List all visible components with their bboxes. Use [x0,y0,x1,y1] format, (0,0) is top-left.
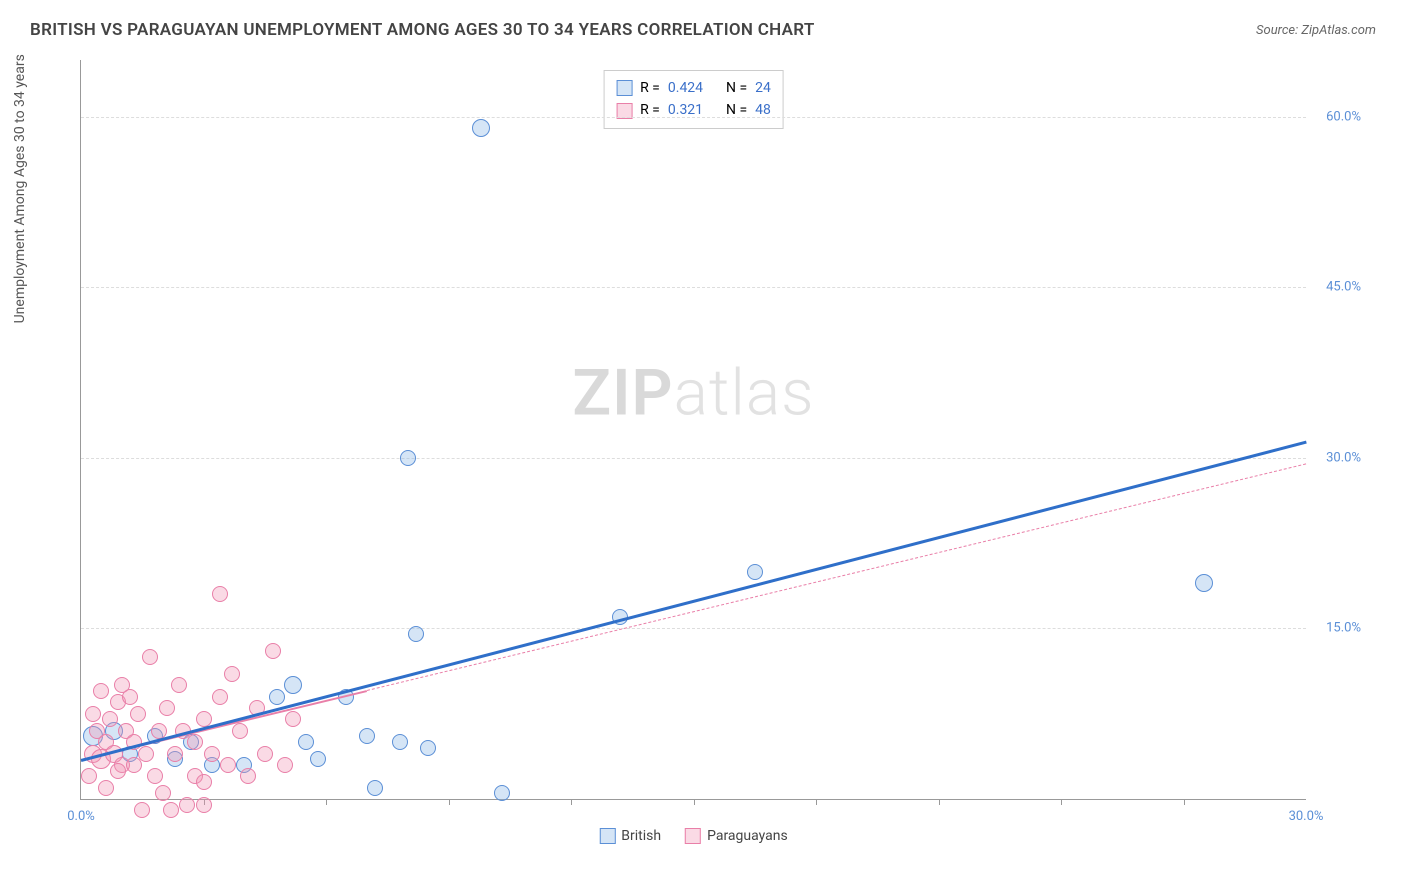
n-value-paraguayans: 48 [755,99,771,121]
data-point [408,626,424,642]
chart-area: Unemployment Among Ages 30 to 34 years Z… [30,50,1376,850]
y-tick-label: 60.0% [1326,109,1361,124]
gridline [81,287,1306,288]
x-tick-label: 30.0% [1289,809,1324,824]
data-point [159,700,175,716]
chart-title: BRITISH VS PARAGUAYAN UNEMPLOYMENT AMONG… [30,20,815,40]
data-point [155,785,171,801]
data-point [93,683,109,699]
legend-item-paraguayans: Paraguayans [685,828,788,844]
series-legend: British Paraguayans [599,828,787,844]
data-point [196,797,212,813]
data-point [359,728,375,744]
trendline [81,441,1307,762]
x-tick [571,799,572,805]
correlation-legend: R = 0.424 N = 24 R = 0.321 N = 48 [603,70,784,129]
data-point [392,734,408,750]
data-point [81,768,97,784]
data-point [114,677,130,693]
data-point [187,734,203,750]
data-point [134,802,150,818]
gridline [81,458,1306,459]
legend-item-british: British [599,828,661,844]
data-point [257,746,273,762]
data-point [420,740,436,756]
data-point [196,774,212,790]
x-tick [1061,799,1062,805]
r-value-paraguayans: 0.321 [668,99,703,121]
data-point [224,666,240,682]
data-point [285,711,301,727]
n-value-british: 24 [755,77,771,99]
data-point [110,763,126,779]
y-tick-label: 45.0% [1326,280,1361,295]
data-point [232,723,248,739]
data-point [126,757,142,773]
gridline [81,117,1306,118]
data-point [310,751,326,767]
data-point [400,450,416,466]
swatch-icon [616,80,632,96]
x-tick [326,799,327,805]
data-point [277,757,293,773]
watermark: ZIPatlas [572,355,814,430]
y-tick-label: 30.0% [1326,450,1361,465]
y-tick-label: 15.0% [1326,621,1361,636]
trendline [367,464,1306,692]
x-tick [939,799,940,805]
r-value-british: 0.424 [668,77,703,99]
data-point [494,785,510,801]
x-tick-label: 0.0% [67,809,95,824]
data-point [298,734,314,750]
data-point [367,780,383,796]
legend-row-british: R = 0.424 N = 24 [616,77,771,99]
data-point [220,757,236,773]
data-point [142,649,158,665]
data-point [472,119,490,137]
data-point [147,768,163,784]
y-axis-label: Unemployment Among Ages 30 to 34 years [12,54,28,323]
data-point [204,746,220,762]
x-tick [1184,799,1185,805]
data-point [1195,574,1213,592]
data-point [102,711,118,727]
data-point [240,768,256,784]
x-tick [449,799,450,805]
data-point [747,564,763,580]
plot-region: ZIPatlas R = 0.424 N = 24 R = 0.321 N = [80,60,1306,800]
data-point [212,689,228,705]
data-point [167,746,183,762]
swatch-icon [599,828,615,844]
data-point [269,689,285,705]
data-point [130,706,146,722]
data-point [98,780,114,796]
gridline [81,628,1306,629]
data-point [284,676,302,694]
data-point [212,586,228,602]
data-point [163,802,179,818]
data-point [85,706,101,722]
chart-header: BRITISH VS PARAGUAYAN UNEMPLOYMENT AMONG… [30,20,1376,40]
source-attribution: Source: ZipAtlas.com [1256,23,1376,38]
data-point [265,643,281,659]
data-point [171,677,187,693]
x-tick [816,799,817,805]
x-tick [694,799,695,805]
swatch-icon [685,828,701,844]
data-point [179,797,195,813]
legend-row-paraguayans: R = 0.321 N = 48 [616,99,771,121]
data-point [138,746,154,762]
